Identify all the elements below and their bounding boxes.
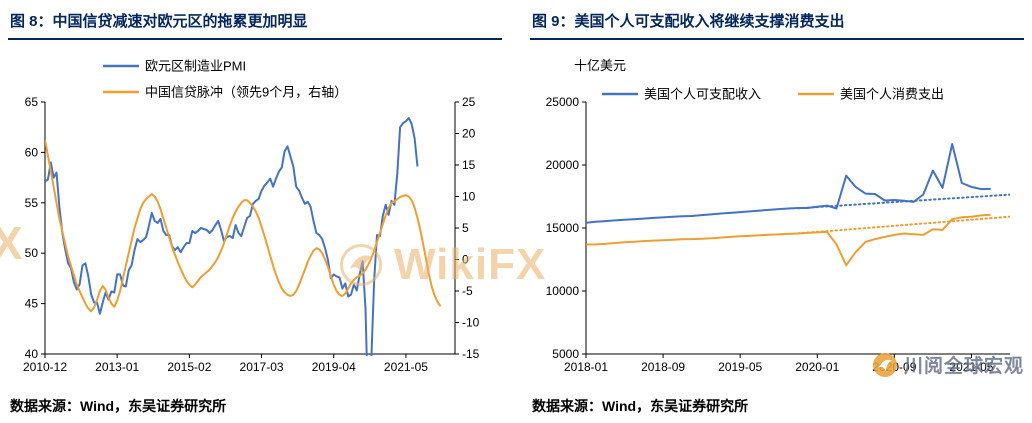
- svg-text:20000: 20000: [546, 158, 580, 172]
- svg-text:40: 40: [25, 347, 39, 361]
- svg-text:5: 5: [462, 221, 469, 235]
- svg-text:15000: 15000: [546, 221, 580, 235]
- svg-text:45: 45: [25, 297, 39, 311]
- svg-text:中国信贷脉冲（领先9个月，右轴）: 中国信贷脉冲（领先9个月，右轴）: [145, 85, 347, 100]
- svg-text:2019-04: 2019-04: [312, 360, 356, 374]
- svg-text:2020-09: 2020-09: [872, 360, 916, 374]
- svg-text:-15: -15: [462, 347, 480, 361]
- svg-text:欧元区制造业PMI: 欧元区制造业PMI: [145, 59, 246, 74]
- figure-8-title: 图 8：中国信贷减速对欧元区的拖累更加明显: [8, 6, 502, 40]
- svg-text:美国个人可支配收入: 美国个人可支配收入: [644, 87, 761, 102]
- income-consumption-chart: 5000 10000 15000 20000 25000 2018-01 2018-09 20…: [546, 58, 1010, 374]
- svg-text:美国个人消费支出: 美国个人消费支出: [840, 87, 944, 102]
- svg-text:2021-05: 2021-05: [949, 360, 993, 374]
- figure-9-panel: 图 9：美国个人可支配收入将继续支撑消费支出 5000 10000 15000 200…: [530, 6, 1024, 416]
- svg-text:10000: 10000: [546, 284, 580, 298]
- svg-text:10: 10: [462, 190, 476, 204]
- pmi-credit-impulse-chart: 40 45 50 55 60 65 -15 -10 -5 0 5 10 15 20 25 2010-12 201…: [23, 59, 480, 375]
- figure-8-panel: 图 8：中国信贷减速对欧元区的拖累更加明显 40 45 50 55 60 65 -15 -10…: [8, 6, 502, 416]
- svg-text:十亿美元: 十亿美元: [574, 58, 626, 73]
- svg-text:65: 65: [25, 95, 39, 109]
- svg-text:2019-05: 2019-05: [718, 360, 762, 374]
- svg-text:2013-01: 2013-01: [95, 360, 139, 374]
- svg-text:2017-03: 2017-03: [240, 360, 284, 374]
- figure-9-title: 图 9：美国个人可支配收入将继续支撑消费支出: [530, 6, 1024, 40]
- svg-text:5000: 5000: [552, 347, 579, 361]
- svg-text:-5: -5: [462, 284, 473, 298]
- svg-text:2018-09: 2018-09: [641, 360, 685, 374]
- svg-text:2010-12: 2010-12: [23, 360, 67, 374]
- svg-text:2015-02: 2015-02: [167, 360, 211, 374]
- svg-text:25: 25: [462, 95, 476, 109]
- svg-text:2018-01: 2018-01: [564, 360, 608, 374]
- figure-9-source: 数据来源：Wind，东吴证券研究所: [532, 398, 749, 414]
- svg-text:20: 20: [462, 127, 476, 141]
- figure-8-source: 数据来源：Wind，东吴证券研究所: [10, 398, 227, 414]
- svg-text:2020-01: 2020-01: [795, 360, 839, 374]
- svg-text:2021-05: 2021-05: [384, 360, 428, 374]
- svg-text:50: 50: [25, 246, 39, 260]
- svg-text:55: 55: [25, 196, 39, 210]
- svg-text:25000: 25000: [546, 95, 580, 109]
- svg-text:0: 0: [462, 253, 469, 267]
- svg-text:60: 60: [25, 145, 39, 159]
- svg-text:15: 15: [462, 158, 476, 172]
- svg-text:-10: -10: [462, 316, 480, 330]
